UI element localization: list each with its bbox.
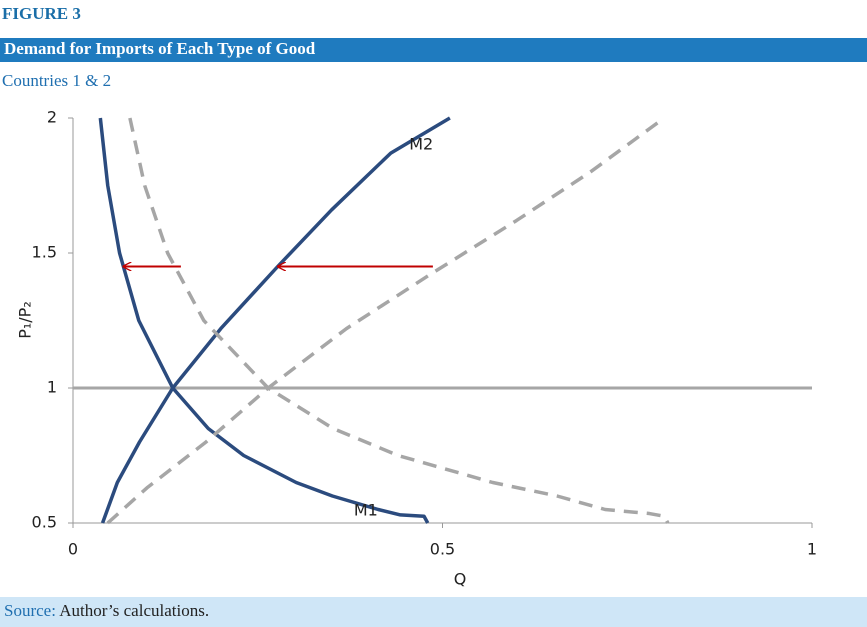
source-label: Source: (4, 601, 56, 620)
x-tick-label: 0.5 (430, 540, 455, 559)
chart-title: Demand for Imports of Each Type of Good (4, 39, 316, 58)
y-tick-label: 1 (47, 378, 57, 397)
source-text: Author’s calculations. (59, 601, 209, 620)
y-axis-label: P₁/P₂ (16, 301, 35, 339)
series-line (100, 116, 451, 524)
series-line (98, 117, 430, 524)
chart-subtitle: Countries 1 & 2 (2, 71, 111, 90)
source: Source: Author’s calculations. (4, 601, 209, 620)
y-tick-label: 0.5 (32, 513, 57, 532)
y-tick-label: 2 (47, 108, 57, 127)
y-tick-label: 1.5 (32, 243, 57, 262)
series-label: M2 (409, 135, 433, 154)
figure-label: FIGURE 3 (2, 4, 81, 23)
series-line (106, 116, 666, 525)
series-line (128, 117, 670, 524)
x-axis-label: Q (454, 570, 467, 589)
title-bar (0, 38, 867, 62)
series-label: M1 (354, 500, 378, 519)
x-tick-label: 1 (807, 540, 817, 559)
source-bar (0, 597, 867, 627)
x-tick-label: 0 (68, 540, 78, 559)
